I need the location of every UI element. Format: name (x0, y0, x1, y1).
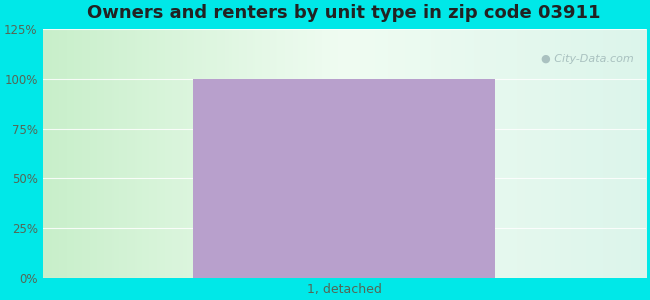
Bar (193, 79, 495, 278)
Title: Owners and renters by unit type in zip code 03911: Owners and renters by unit type in zip c… (88, 4, 601, 22)
Text: ● City-Data.com: ● City-Data.com (541, 54, 634, 64)
